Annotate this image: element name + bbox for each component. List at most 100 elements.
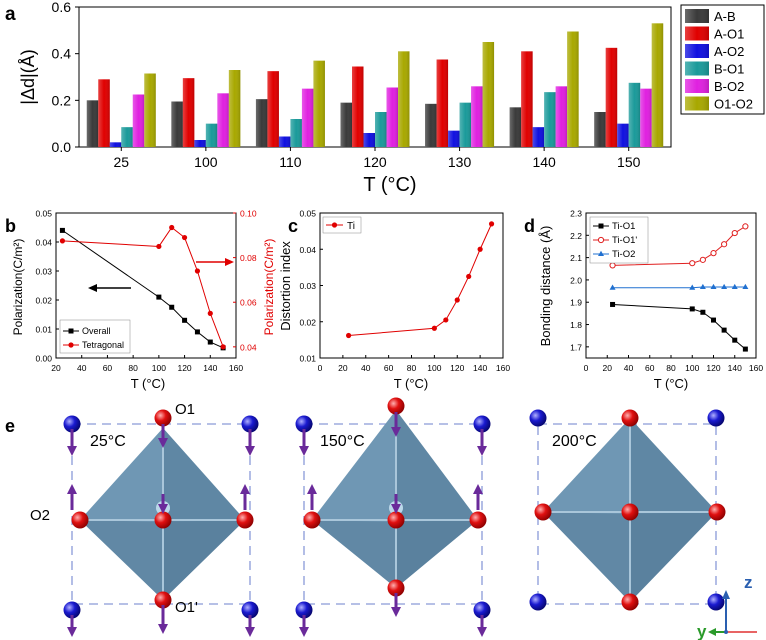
legend-label-ti-o2: Ti-O2 bbox=[612, 249, 635, 260]
x-tick-label: 60 bbox=[103, 363, 113, 373]
legend-box bbox=[680, 4, 765, 115]
x-tick-label: 110 bbox=[279, 154, 302, 170]
temperature-label: 25°C bbox=[90, 433, 126, 450]
a-site-atom bbox=[295, 415, 313, 433]
x-tick-label: 100 bbox=[194, 154, 218, 170]
panel-c: c 0 20 40 60 80 100 120 140 1600.010.020.030.040… bbox=[278, 209, 510, 392]
oxygen-o2 bbox=[534, 503, 552, 521]
y-tick-label: 0.04 bbox=[299, 245, 316, 255]
displacement-arrows bbox=[299, 412, 487, 637]
bar-shading bbox=[352, 66, 364, 147]
bar-shading bbox=[290, 119, 302, 147]
x-tick-label: 40 bbox=[624, 363, 634, 373]
legend-label-a-o2: A-O2 bbox=[714, 44, 744, 59]
z-axis-arrowhead bbox=[722, 590, 730, 599]
plot-frame bbox=[55, 212, 237, 359]
legend-label-b-o2: B-O2 bbox=[714, 79, 744, 94]
bar-shading bbox=[509, 107, 522, 147]
x-tick-label: 130 bbox=[448, 154, 472, 170]
a-site-atom bbox=[295, 601, 313, 619]
data-point-ti-o1p bbox=[689, 260, 696, 267]
legend-label-o1-o2: O1-O2 bbox=[714, 97, 753, 112]
y-tick-label: 2.0 bbox=[570, 275, 582, 285]
bar-shading bbox=[628, 82, 641, 147]
data-point-tetragonal bbox=[59, 238, 66, 244]
legend-swatch-shading bbox=[685, 44, 709, 58]
bar-shading bbox=[471, 86, 483, 147]
bar-shading bbox=[459, 102, 472, 147]
bar-shading bbox=[182, 78, 195, 147]
y2-tick-label: 0.08 bbox=[240, 253, 257, 263]
bar-shading bbox=[375, 112, 387, 147]
bar-shading bbox=[98, 79, 110, 147]
bar-shading bbox=[205, 123, 218, 147]
data-point-ti bbox=[345, 332, 352, 339]
z-axis-label: z bbox=[744, 573, 753, 592]
y-tick-label: 0.02 bbox=[35, 296, 52, 306]
data-point-ti-o1p bbox=[710, 250, 717, 257]
bar-shading bbox=[594, 112, 606, 147]
legend-marker-overall bbox=[68, 328, 74, 334]
coordinate-axes: z y bbox=[697, 573, 757, 640]
displacement-arrows bbox=[67, 424, 255, 637]
oxygen bbox=[708, 503, 726, 521]
legend-swatch-shading bbox=[685, 79, 709, 93]
x-axis: 25 100 110 120 130 140 150 bbox=[113, 147, 641, 170]
x-axis-label: T (°C) bbox=[394, 376, 429, 391]
bar-shading bbox=[121, 127, 133, 147]
bar-shading bbox=[228, 70, 241, 147]
y-axis: 0.0 0.2 0.4 0.6 bbox=[52, 0, 79, 155]
x-tick-label: 80 bbox=[407, 363, 417, 373]
y-tick-label: 0.2 bbox=[52, 92, 72, 108]
panel-letter: c bbox=[288, 216, 298, 236]
x-tick-label: 60 bbox=[384, 363, 394, 373]
data-point-ti-o1 bbox=[721, 327, 727, 333]
y-tick-label: 0.05 bbox=[299, 209, 316, 219]
panel-a: a 0.0 0.2 0.4 0.6 25 100 110 120 130 140 150 |Δd|… bbox=[5, 0, 765, 196]
x-axis-label: T (°C) bbox=[654, 376, 689, 391]
oxygen bbox=[621, 503, 639, 521]
bar-shading bbox=[313, 60, 325, 147]
y-axis-label: y bbox=[697, 622, 707, 640]
x-tick-label: 40 bbox=[77, 363, 87, 373]
y-tick-label: 1.8 bbox=[570, 320, 582, 330]
oxygen bbox=[154, 511, 172, 529]
legend-marker-ti-o1p bbox=[597, 236, 605, 244]
series-line-ti-o1 bbox=[612, 303, 746, 350]
y2-tick-label: 0.10 bbox=[240, 209, 257, 219]
panel-e: e bbox=[5, 397, 757, 640]
data-point-overall bbox=[207, 339, 213, 345]
bar-shading bbox=[109, 142, 122, 147]
bar-shading bbox=[617, 123, 629, 147]
legend-marker-ti-o2 bbox=[598, 250, 604, 256]
oxygen-o1p bbox=[154, 591, 172, 609]
data-point-ti bbox=[466, 273, 472, 280]
legend: Overall Tetragonal bbox=[59, 319, 131, 354]
data-point-overall bbox=[194, 329, 200, 335]
y-tick-label: 0.03 bbox=[35, 267, 52, 277]
legend-marker-ti bbox=[331, 222, 338, 228]
x-tick-label: 20 bbox=[338, 363, 348, 373]
data-point-ti bbox=[431, 325, 437, 331]
bar-series bbox=[86, 23, 664, 148]
y-tick-label: 1.9 bbox=[570, 298, 582, 308]
y-tick-label: 0.6 bbox=[52, 0, 72, 15]
data-point-tetragonal bbox=[156, 243, 162, 250]
panel-letter: d bbox=[524, 216, 535, 236]
legend-swatch-shading bbox=[685, 9, 709, 23]
data-point-overall bbox=[59, 227, 65, 233]
structure-25c: 25°C O1 O2 O1' bbox=[30, 401, 259, 637]
data-point-tetragonal bbox=[207, 310, 213, 316]
x-tick-label: 140 bbox=[532, 154, 556, 170]
x-axis-label: T (°C) bbox=[131, 376, 166, 391]
bar-shading bbox=[217, 93, 229, 147]
oxygen bbox=[236, 511, 254, 529]
axis-origin bbox=[724, 630, 728, 634]
left-axis-arrowhead bbox=[88, 284, 97, 292]
bar-shading bbox=[605, 47, 618, 148]
x-tick-label: 140 bbox=[473, 363, 487, 373]
y-tick-label: 1.7 bbox=[570, 342, 582, 352]
panel-b: b 20 40 60 80 100 120 140 160 0.00 0.01 0.02 0.03 0.… bbox=[5, 209, 276, 392]
data-point-ti-o1p bbox=[731, 229, 738, 237]
